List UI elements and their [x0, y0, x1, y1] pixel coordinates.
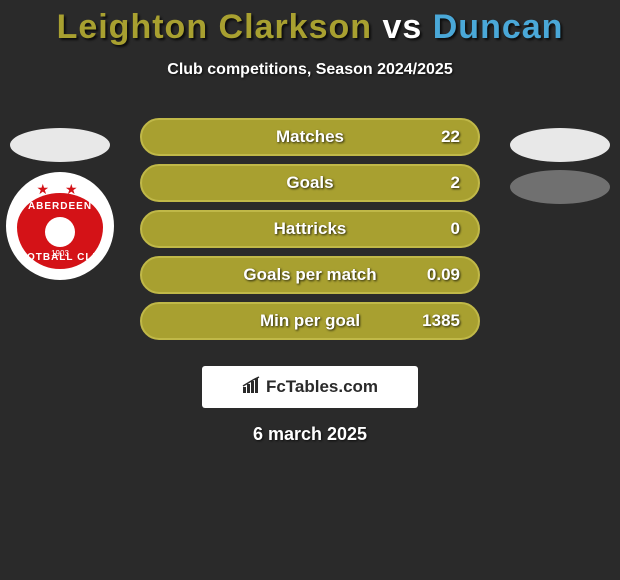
chart-icon	[242, 376, 262, 399]
badge-ball-icon	[45, 217, 75, 247]
player-placeholder-ellipse	[510, 128, 610, 162]
player1-name: Leighton Clarkson	[57, 8, 372, 46]
right-player-column	[500, 120, 620, 212]
stats-bars: Matches 22 Goals 2 Hattricks 0 Goals per match…	[140, 118, 480, 348]
stat-label: Goals	[286, 173, 333, 193]
stat-value: 1385	[422, 311, 460, 331]
left-player-column: ★ ★ ABERDEEN 1903 FOOTBALL CLUB	[0, 120, 120, 280]
stat-value: 2	[451, 173, 460, 193]
stat-bar: Min per goal 1385	[140, 302, 480, 340]
stat-value: 22	[441, 127, 460, 147]
date-text: 6 march 2025	[0, 424, 620, 445]
player-placeholder-ellipse	[510, 170, 610, 204]
stat-bar: Matches 22	[140, 118, 480, 156]
stat-label: Min per goal	[260, 311, 360, 331]
badge-name-top: ABERDEEN	[9, 201, 111, 212]
player2-name: Duncan	[433, 8, 564, 46]
subtitle: Club competitions, Season 2024/2025	[0, 61, 620, 79]
branding-text: FcTables.com	[266, 377, 378, 397]
badge-name-bottom: FOOTBALL CLUB	[9, 252, 111, 263]
stat-bar: Goals 2	[140, 164, 480, 202]
vs-text: vs	[382, 8, 432, 46]
player-placeholder-ellipse	[10, 128, 110, 162]
page-title: Leighton Clarkson vs Duncan	[0, 0, 620, 47]
branding-badge: FcTables.com	[202, 366, 418, 408]
stat-bar: Goals per match 0.09	[140, 256, 480, 294]
stat-value: 0.09	[427, 265, 460, 285]
stat-label: Hattricks	[274, 219, 347, 239]
stat-value: 0	[451, 219, 460, 239]
club-badge-aberdeen: ★ ★ ABERDEEN 1903 FOOTBALL CLUB	[6, 172, 114, 280]
stat-label: Goals per match	[243, 265, 376, 285]
stat-bar: Hattricks 0	[140, 210, 480, 248]
stat-label: Matches	[276, 127, 344, 147]
